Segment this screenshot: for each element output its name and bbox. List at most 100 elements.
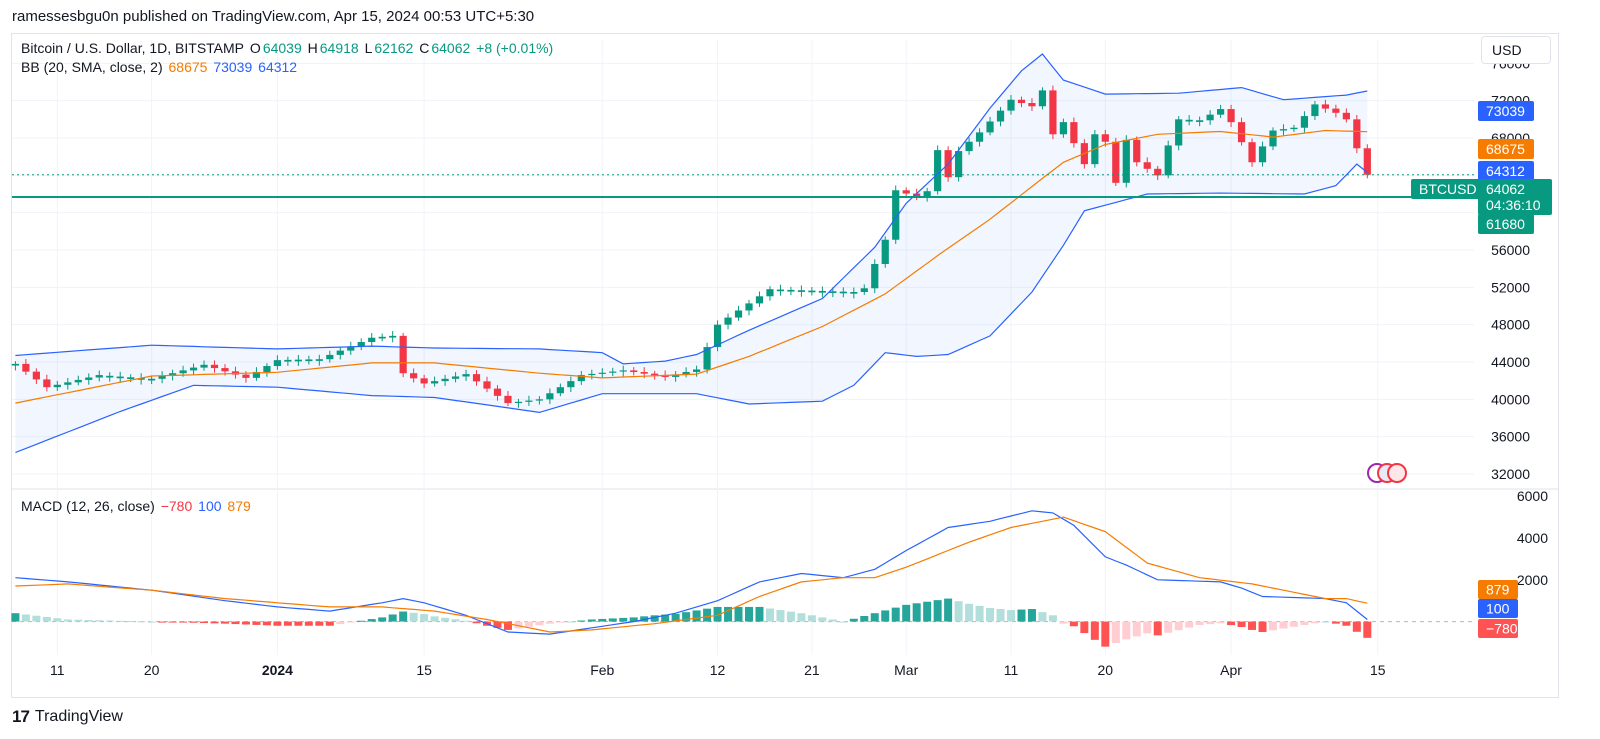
macd-histogram-bar — [1101, 621, 1110, 647]
bb-lower-value: 64312 — [258, 59, 298, 75]
macd-histogram-bar — [1310, 621, 1319, 624]
candle — [53, 384, 61, 388]
macd-histogram-bar — [1206, 621, 1215, 625]
macd-tag-signal-box — [1478, 580, 1518, 599]
symbol-tag: BTCUSD — [1411, 179, 1481, 199]
candle — [1164, 145, 1172, 176]
bb-upper-value: 73039 — [213, 59, 253, 75]
candle — [724, 317, 732, 325]
candle — [892, 190, 900, 240]
macd-histogram-bar — [451, 619, 460, 622]
candle — [127, 377, 135, 379]
macd-histogram-bar — [11, 613, 20, 622]
candle — [1185, 119, 1193, 122]
candle — [1143, 162, 1151, 169]
macd-histogram-bar — [881, 610, 890, 622]
time-tick-label: 15 — [1370, 662, 1386, 678]
candle — [1290, 127, 1298, 130]
candle — [734, 310, 743, 318]
price-tag-bb_basis-text: 68675 — [1486, 141, 1525, 157]
macd-histogram-bar — [1185, 621, 1194, 628]
close-value: 64062 — [431, 40, 471, 56]
macd-histogram-bar — [1269, 621, 1277, 631]
price-tag-bb_basis-box — [1478, 139, 1534, 159]
candle — [315, 359, 323, 361]
macd-histogram-bar — [587, 619, 596, 622]
open-value: 64039 — [262, 40, 302, 56]
macd-histogram-bar — [1132, 621, 1141, 637]
macd-histogram-bar — [1007, 610, 1015, 622]
candle — [839, 291, 847, 294]
time-tick-label: 11 — [1004, 662, 1019, 678]
macd-histogram-bar — [1195, 621, 1204, 626]
price-tag-hline: 61680 — [1478, 214, 1534, 234]
time-tick-label: 21 — [804, 662, 820, 678]
price-tick-label: 32000 — [1491, 466, 1530, 482]
candle — [955, 151, 963, 178]
macd-histogram-bar — [975, 605, 984, 622]
candle — [1311, 104, 1319, 117]
macd-histogram — [11, 598, 1372, 647]
symbol-tag-text: BTCUSD — [1419, 181, 1477, 197]
candle — [1237, 122, 1246, 143]
bb-upper-line — [15, 53, 1368, 365]
candle — [158, 376, 166, 379]
signal-line — [15, 516, 1368, 633]
macd-histogram-bar — [828, 619, 837, 622]
macd-histogram-bar — [200, 621, 209, 624]
candle — [797, 290, 805, 292]
macd-histogram-bar — [1174, 621, 1183, 631]
macd-histogram-bar — [1331, 621, 1340, 624]
candle — [169, 373, 177, 376]
candle — [284, 359, 292, 362]
macd-histogram-bar — [724, 606, 733, 622]
time-tick-label: 20 — [1098, 662, 1114, 678]
macd-histogram-bar — [158, 621, 167, 623]
low-value: 62162 — [374, 40, 414, 56]
currency-selector[interactable]: USD — [1481, 36, 1551, 64]
candle — [672, 374, 680, 377]
macd-tag-signal-text: 879 — [1486, 582, 1510, 598]
candle — [787, 289, 795, 292]
macd-histogram-bar — [137, 621, 146, 623]
candle — [755, 296, 764, 304]
candle — [1321, 104, 1329, 109]
price-tick-label: 48000 — [1491, 317, 1530, 333]
macd-histogram-bar — [32, 615, 41, 622]
macd-histogram-bar — [912, 603, 921, 622]
macd-histogram-bar — [430, 616, 439, 622]
macd-histogram-bar — [388, 614, 397, 622]
macd-hist-value: −780 — [160, 498, 193, 514]
candle — [640, 372, 648, 374]
macd-histogram-bar — [1038, 612, 1047, 622]
candle — [336, 350, 344, 355]
macd-histogram-bar — [776, 610, 785, 622]
candle — [871, 264, 879, 289]
macd-tag-signal: 879 — [1478, 580, 1518, 599]
macd-histogram-bar — [346, 621, 355, 623]
change-value: +8 (+0.01%) — [476, 40, 554, 56]
price-tick-label: 52000 — [1491, 279, 1530, 295]
candle — [996, 110, 1005, 122]
candle — [588, 373, 596, 376]
candle — [326, 354, 334, 360]
macd-histogram-bar — [147, 621, 156, 623]
candle — [1133, 139, 1141, 163]
macd-histogram-bar — [493, 621, 502, 628]
macd-histogram-bar — [1352, 621, 1361, 632]
macd-histogram-bar — [21, 614, 30, 622]
macd-histogram-bar — [933, 600, 942, 622]
candle — [975, 132, 984, 142]
macd-histogram-bar — [357, 620, 366, 622]
macd-histogram-bar — [1258, 621, 1267, 633]
macd-histogram-bar — [1153, 621, 1162, 636]
macd-tag-macd_line: 100 — [1478, 599, 1518, 618]
candle — [179, 370, 187, 374]
macd-histogram-bar — [42, 616, 51, 622]
candle — [525, 400, 533, 402]
candle — [535, 399, 543, 401]
candle — [1112, 141, 1120, 183]
candle — [74, 379, 82, 383]
